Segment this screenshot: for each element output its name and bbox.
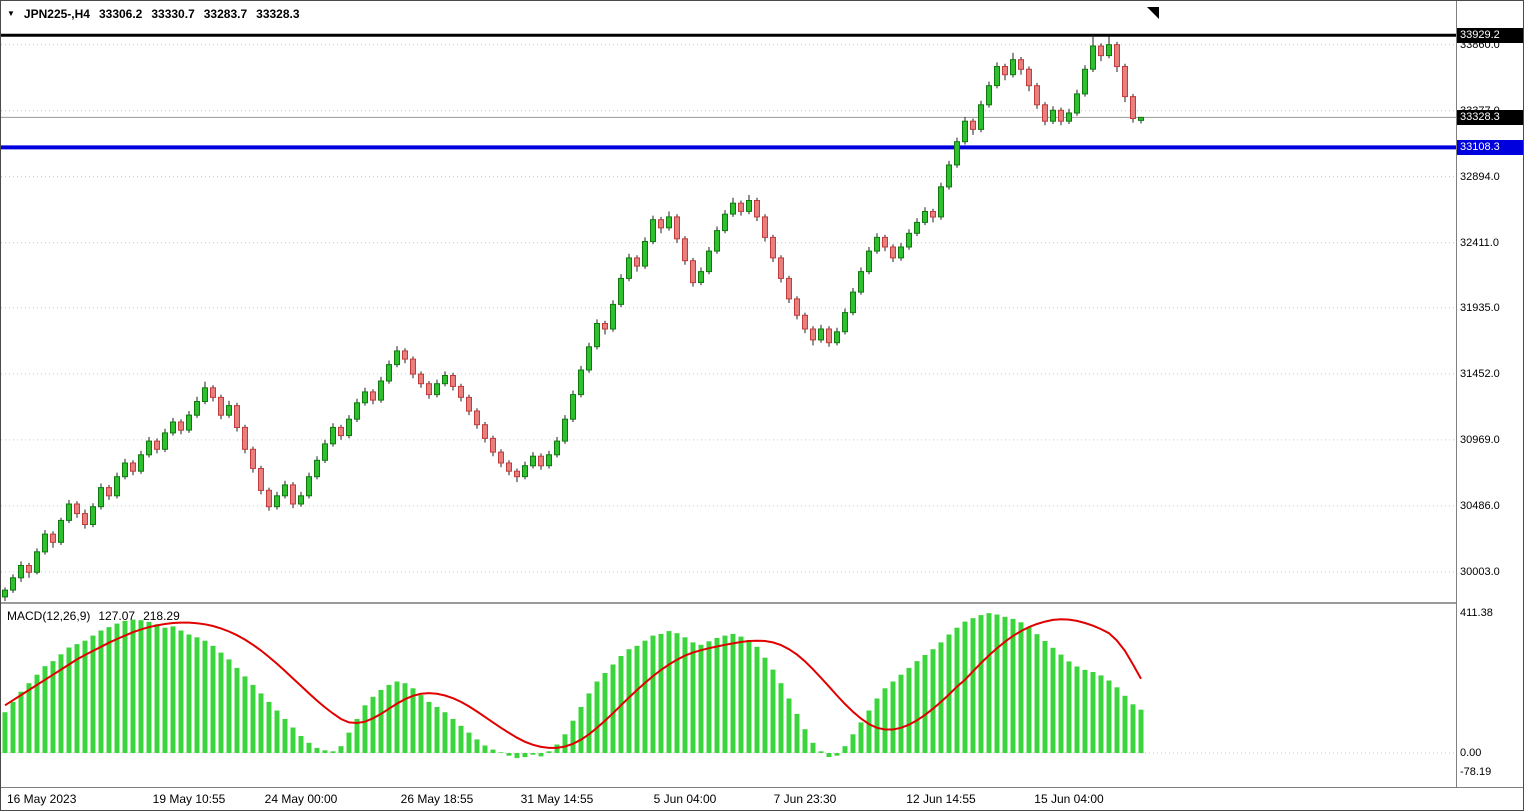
- price-axis-label: 30969.0: [1460, 434, 1500, 446]
- time-axis-label: 15 Jun 04:00: [1034, 792, 1104, 806]
- macd-axis-label: 0.00: [1460, 747, 1482, 759]
- price-chart-plot[interactable]: ▼ JPN225-,H4 33306.2 33330.7 33283.7 333…: [1, 1, 1456, 603]
- scroll-to-end-icon[interactable]: [1147, 7, 1159, 19]
- time-axis-label: 31 May 14:55: [520, 792, 594, 806]
- macd-indicator-plot[interactable]: MACD(12,26,9) 127.07 218.29: [1, 604, 1456, 785]
- panel-splitter[interactable]: [1, 602, 1456, 604]
- price-badge: 33108.3: [1457, 140, 1523, 155]
- price-axis-label: 32411.0: [1460, 237, 1499, 249]
- macd-canvas[interactable]: [1, 604, 1456, 785]
- candlestick-canvas[interactable]: [1, 1, 1456, 603]
- price-badge: 33929.2: [1457, 28, 1523, 43]
- price-axis-label: 31452.0: [1460, 368, 1500, 380]
- price-badge: 33328.3: [1457, 110, 1523, 125]
- price-axis-label: 31935.0: [1460, 302, 1500, 314]
- time-axis-label: 7 Jun 23:30: [773, 792, 837, 806]
- time-axis-label: 26 May 18:55: [400, 792, 474, 806]
- price-axis-label: 30003.0: [1460, 566, 1500, 578]
- macd-axis-label: -78.19: [1460, 766, 1492, 778]
- time-axis-label: 5 Jun 04:00: [653, 792, 717, 806]
- price-axis-label: 30486.0: [1460, 500, 1500, 512]
- time-axis-label: 16 May 2023: [7, 792, 77, 806]
- time-axis-label: 19 May 10:55: [152, 792, 226, 806]
- price-axis-label: 32894.0: [1460, 171, 1500, 183]
- time-axis-label: 24 May 00:00: [264, 792, 338, 806]
- price-axis[interactable]: 33860.033377.032894.032411.031935.031452…: [1456, 1, 1523, 787]
- macd-axis-label: 411.38: [1460, 607, 1493, 619]
- time-axis[interactable]: 16 May 2023 19 May 10:55 24 May 00:00 26 Ma…: [1, 787, 1523, 810]
- time-axis-label: 12 Jun 14:55: [906, 792, 976, 806]
